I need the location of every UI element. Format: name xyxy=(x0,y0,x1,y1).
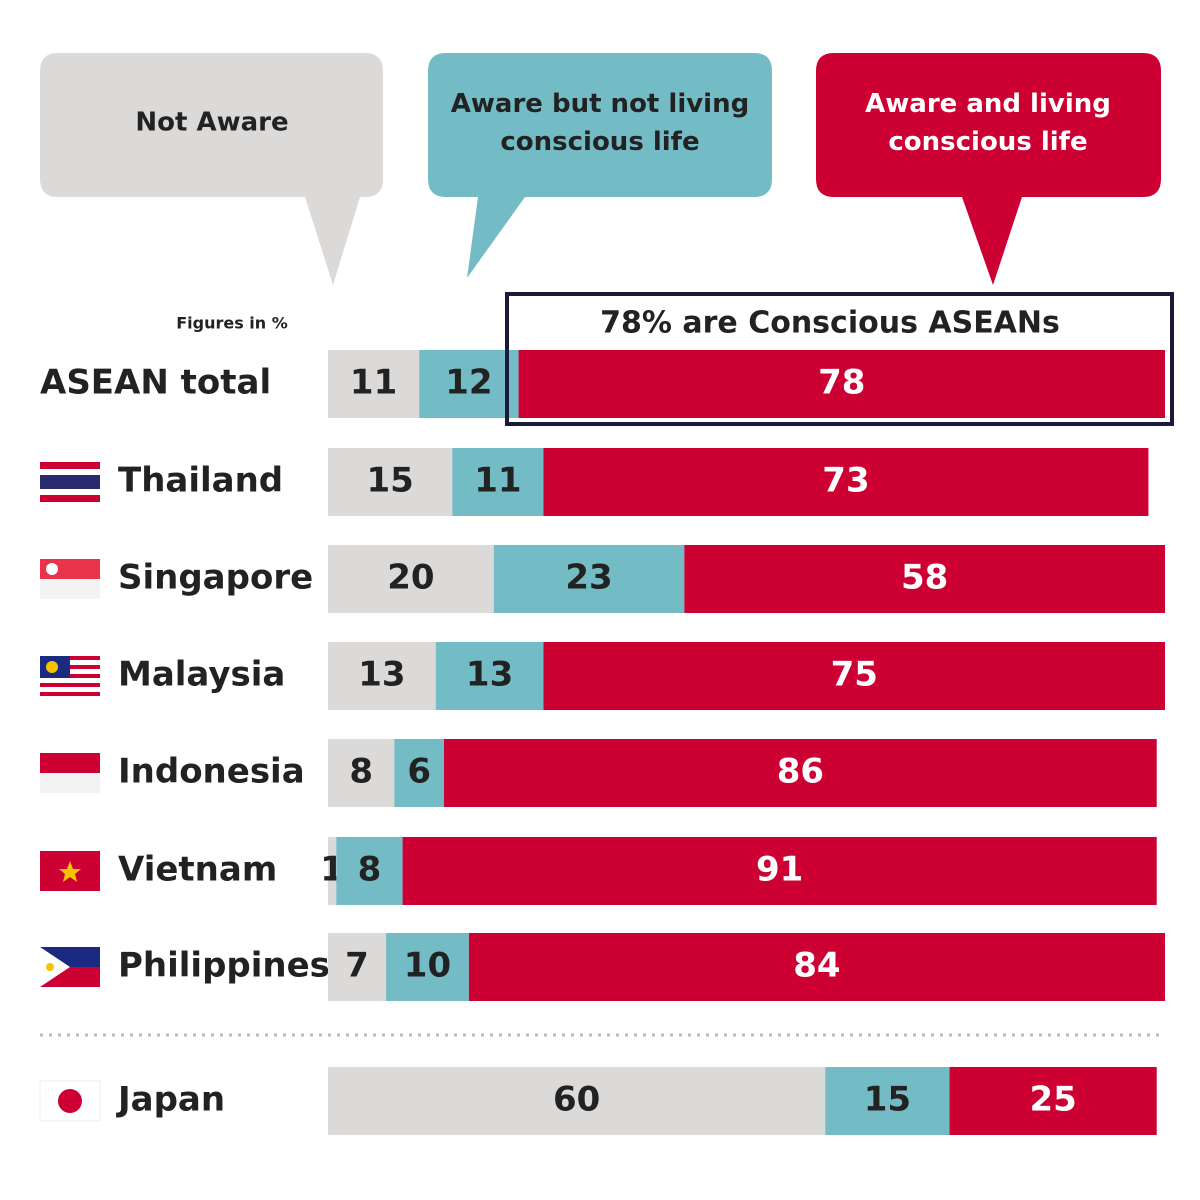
bar-segment xyxy=(435,642,544,710)
legend-bubble xyxy=(40,53,383,285)
legend-label: Aware but not living conscious life xyxy=(450,89,750,157)
bar-segment xyxy=(402,837,1157,905)
value-label: 23 xyxy=(565,558,612,598)
category-label: ASEAN total xyxy=(40,363,271,403)
bar-segment xyxy=(543,642,1165,710)
bar-segment xyxy=(543,448,1149,516)
flag-vietnam xyxy=(40,851,100,891)
bar-segment xyxy=(328,933,387,1001)
value-label: 13 xyxy=(466,655,513,695)
bar-segment xyxy=(949,1067,1157,1135)
value-label: 11 xyxy=(350,363,397,403)
category-label: Malaysia xyxy=(118,655,285,695)
bar-segment xyxy=(444,739,1157,807)
value-label: 15 xyxy=(366,461,413,501)
category-label: Indonesia xyxy=(118,752,305,792)
bar-segment xyxy=(328,448,453,516)
legend-bubble xyxy=(428,53,772,278)
bar-segment xyxy=(825,1067,950,1135)
legend-bubble xyxy=(816,53,1161,285)
category-label: Thailand xyxy=(118,461,283,501)
category-label: Japan xyxy=(116,1080,225,1120)
value-label: 78 xyxy=(818,363,865,403)
value-label: 7 xyxy=(345,946,369,986)
highlight-box xyxy=(505,292,1174,426)
legend-label-wrap: Aware but not living conscious life xyxy=(450,89,750,157)
bar-segment xyxy=(328,1067,826,1135)
category-label: Philippines xyxy=(118,946,330,986)
bar-segment xyxy=(518,350,1165,418)
value-label: 75 xyxy=(831,655,878,695)
flags xyxy=(39,462,101,1122)
value-label: 91 xyxy=(756,850,803,890)
flag-malaysia xyxy=(40,656,100,696)
bar-segment xyxy=(328,837,337,905)
value-label: 8 xyxy=(358,850,382,890)
bar-segment xyxy=(328,545,494,613)
value-label: 11 xyxy=(474,461,521,501)
bar-segment xyxy=(684,545,1165,613)
value-label: 13 xyxy=(358,655,405,695)
value-label: 12 xyxy=(445,363,492,403)
legend: Not Aware Aware but not living conscious… xyxy=(40,53,1161,285)
value-label: 60 xyxy=(553,1080,600,1120)
flag-indonesia xyxy=(40,753,100,793)
bar-segment xyxy=(336,837,403,905)
legend-label: Aware and living conscious life xyxy=(865,89,1111,157)
flag-singapore xyxy=(40,559,100,599)
flag-thailand xyxy=(40,462,100,502)
highlight-header xyxy=(509,296,1170,346)
value-label: 8 xyxy=(349,752,373,792)
value-label: 58 xyxy=(901,558,948,598)
value-label: 86 xyxy=(777,752,824,792)
value-label: 15 xyxy=(864,1080,911,1120)
bar-segment xyxy=(386,933,469,1001)
bar-segment xyxy=(452,448,544,516)
value-label: 20 xyxy=(387,558,434,598)
highlight-label: 78% are Conscious ASEANs xyxy=(600,306,1060,341)
value-label: 84 xyxy=(793,946,840,986)
category-label: Vietnam xyxy=(118,850,277,890)
bar-segment xyxy=(468,933,1165,1001)
flag-philippines xyxy=(40,947,100,987)
value-label: 10 xyxy=(404,946,451,986)
bar-segment xyxy=(394,739,445,807)
unit-note: Figures in % xyxy=(176,314,288,333)
value-label: 25 xyxy=(1029,1080,1076,1120)
bar-segment xyxy=(328,642,436,710)
bar-segment xyxy=(328,739,395,807)
category-label: Singapore xyxy=(118,558,313,598)
legend-label: Not Aware xyxy=(135,108,288,138)
value-label: 73 xyxy=(822,461,869,501)
bar-segment xyxy=(493,545,685,613)
value-label: 6 xyxy=(407,752,431,792)
bar-segment xyxy=(419,350,519,418)
flag-japan xyxy=(39,1080,101,1122)
legend-label-wrap: Aware and living conscious life xyxy=(865,89,1111,157)
bar-segment xyxy=(328,350,420,418)
